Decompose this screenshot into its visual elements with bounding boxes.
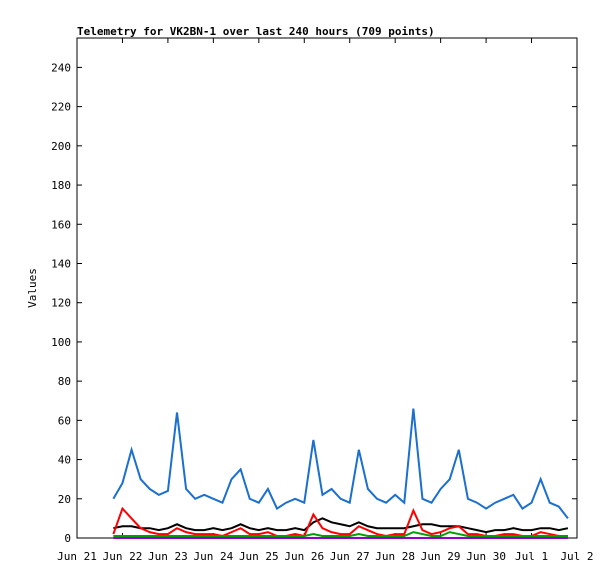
- x-tick-label: Jun 27: [330, 550, 370, 563]
- y-tick-label: 20: [58, 493, 71, 506]
- x-tick-label: Jul 2: [560, 550, 593, 563]
- x-tick-label: Jun 22: [103, 550, 143, 563]
- x-tick-label: Jun 29: [421, 550, 461, 563]
- y-tick-label: 220: [51, 101, 71, 114]
- y-tick-label: 80: [58, 375, 71, 388]
- y-tick-label: 40: [58, 454, 71, 467]
- x-tick-label: Jun 26: [284, 550, 324, 563]
- y-tick-label: 240: [51, 61, 71, 74]
- y-tick-label: 140: [51, 257, 71, 270]
- y-tick-label: 120: [51, 297, 71, 310]
- y-axis-label: Values: [26, 268, 39, 308]
- series-line: [113, 531, 568, 538]
- chart-title: Telemetry for VK2BN-1 over last 240 hour…: [77, 25, 435, 38]
- x-tick-label: Jun 25: [239, 550, 279, 563]
- series-line: [112, 506, 568, 538]
- y-tick-label: 60: [58, 414, 71, 427]
- x-tick-label: Jul 1: [515, 550, 548, 563]
- x-tick-label: Jun 24: [193, 550, 233, 563]
- x-tick-label: Jun 30: [466, 550, 506, 563]
- plot-frame: [76, 37, 578, 539]
- x-tick-label: Jun 28: [375, 550, 415, 563]
- y-tick-label: 200: [51, 140, 71, 153]
- x-tick-label: Jun 21: [57, 550, 97, 563]
- series-line: [112, 408, 569, 520]
- y-tick-label: 160: [51, 218, 71, 231]
- y-tick-label: 180: [51, 179, 71, 192]
- y-tick-label: 0: [64, 532, 71, 545]
- series-line: [113, 517, 569, 534]
- x-tick-label: Jun 23: [148, 550, 188, 563]
- y-tick-label: 100: [51, 336, 71, 349]
